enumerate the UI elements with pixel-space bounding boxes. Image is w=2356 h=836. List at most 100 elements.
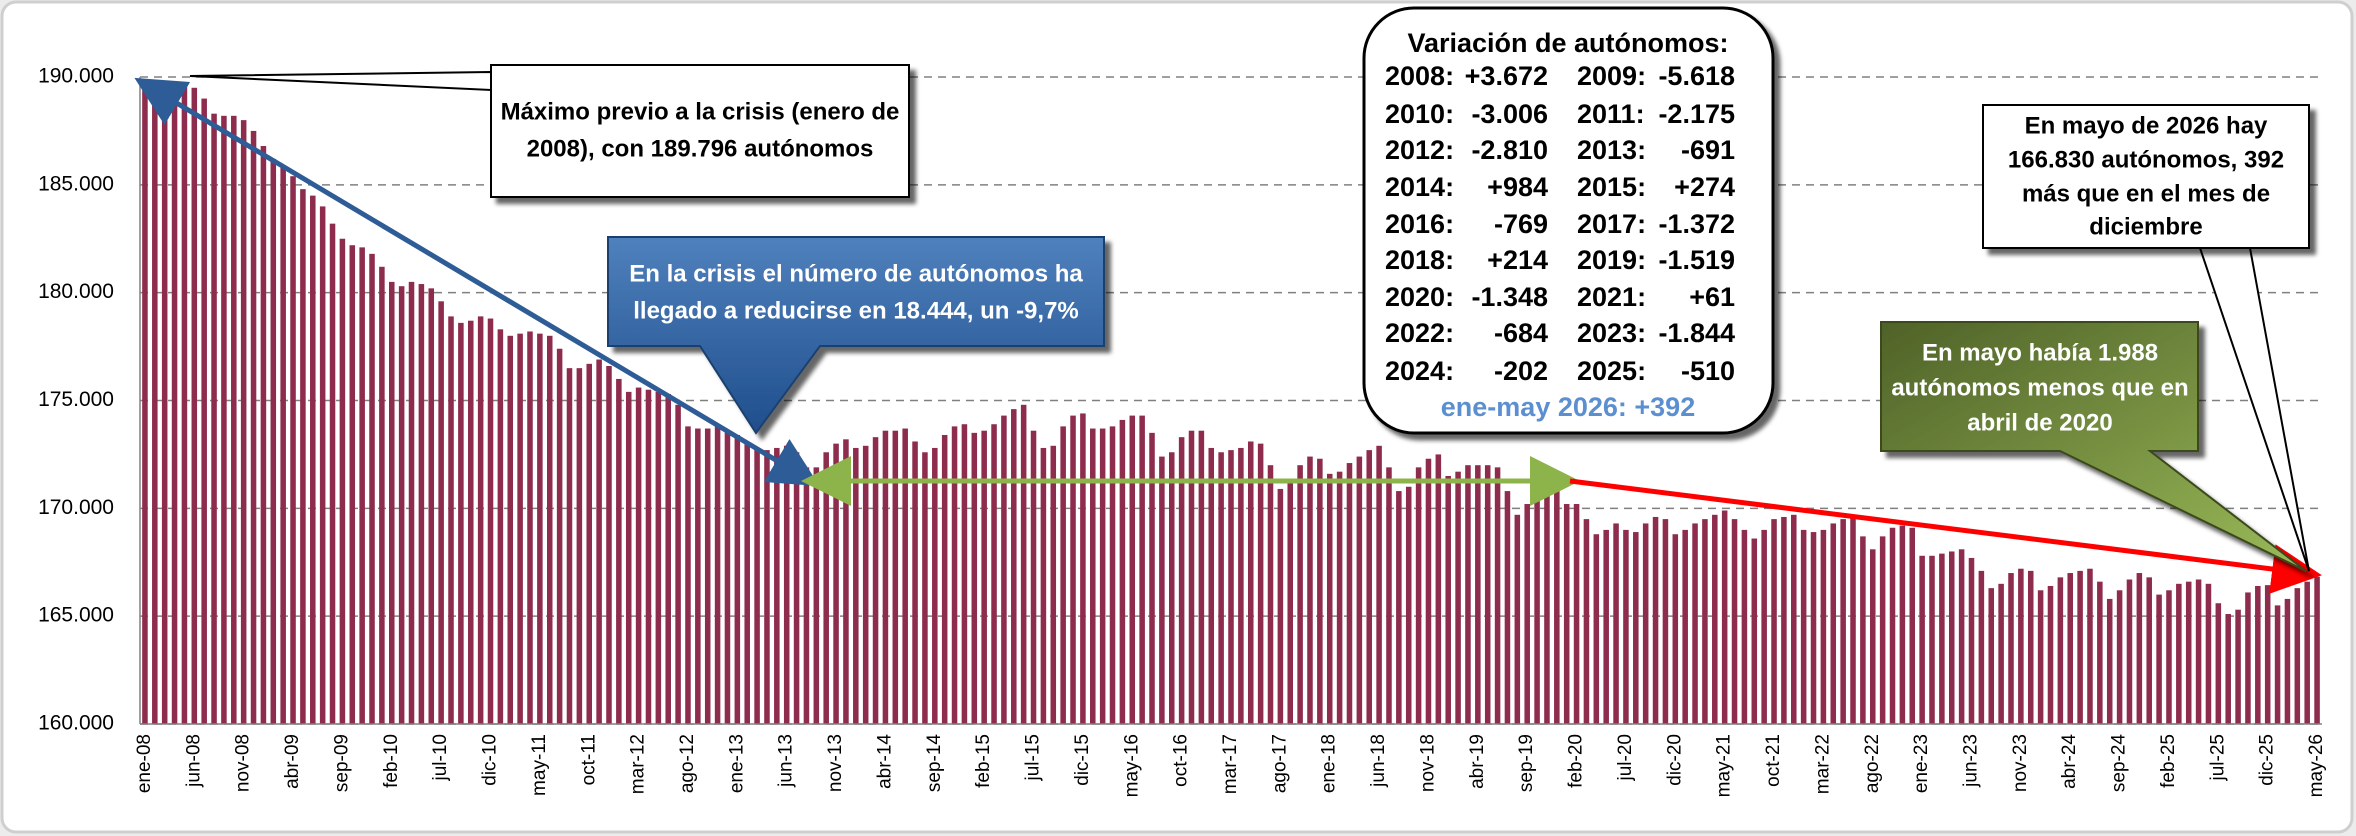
- x-tick-label: dic-15: [1072, 734, 1093, 786]
- bar: [803, 467, 810, 724]
- bar: [1899, 525, 1906, 724]
- bar: [2185, 581, 2192, 724]
- x-tick-label: nov-23: [2010, 734, 2031, 792]
- bar: [546, 335, 553, 724]
- bar: [1791, 514, 1797, 724]
- bar: [1396, 491, 1402, 724]
- bar: [1751, 538, 1758, 724]
- variation-value: +61: [1689, 282, 1735, 312]
- bar: [329, 223, 336, 725]
- bar: [2245, 592, 2251, 724]
- bar: [902, 428, 908, 724]
- bar: [448, 316, 454, 724]
- bar: [2087, 568, 2093, 724]
- bar: [280, 167, 286, 724]
- variation-year: 2009:: [1577, 61, 1646, 91]
- y-tick-label: 185.000: [38, 172, 114, 195]
- bar: [1889, 527, 1896, 724]
- x-tick-label: jun-13: [776, 734, 797, 788]
- bar: [2205, 583, 2212, 724]
- bar: [754, 447, 760, 724]
- bar: [1267, 465, 1274, 724]
- callout-text: 2008), con 189.796 autónomos: [527, 135, 874, 162]
- bar: [1633, 532, 1639, 724]
- annotations: Máximo previo a la crisis (enero de 2008…: [134, 6, 2322, 594]
- bar: [240, 120, 247, 725]
- bar: [2106, 598, 2113, 724]
- variation-year: 2008:: [1385, 61, 1454, 91]
- bar: [1712, 514, 1718, 724]
- bar: [1583, 519, 1590, 724]
- bar: [2176, 583, 2182, 724]
- bar: [2057, 577, 2064, 724]
- bar: [1475, 465, 1481, 724]
- bar: [1287, 482, 1294, 724]
- bar: [1090, 428, 1096, 724]
- variation-year: 2021:: [1577, 282, 1646, 312]
- bar: [1070, 415, 1076, 724]
- bar: [1376, 445, 1382, 724]
- x-tick-label: sep-14: [924, 734, 945, 793]
- variation-value: +984: [1487, 172, 1548, 202]
- x-tick-label: sep-24: [2109, 734, 2130, 793]
- y-tick-label: 170.000: [38, 496, 114, 519]
- variation-value: -1.348: [1471, 282, 1548, 312]
- x-tick-label: ago-17: [1269, 734, 1290, 793]
- bar: [2067, 573, 2073, 724]
- bar: [1139, 415, 1145, 724]
- variation-value: -769: [1494, 209, 1548, 239]
- bar: [260, 146, 267, 725]
- bar: [171, 83, 178, 725]
- bar: [2156, 594, 2162, 724]
- bar: [2294, 588, 2301, 724]
- x-tick-label: ene-13: [726, 734, 747, 793]
- bar: [250, 130, 257, 724]
- bar: [497, 329, 504, 724]
- bar: [1593, 534, 1600, 724]
- x-tick-label: jun-18: [1368, 734, 1389, 788]
- bar: [319, 206, 326, 724]
- bar: [576, 368, 583, 724]
- bar: [1060, 426, 1066, 724]
- bar: [635, 387, 642, 724]
- x-tick-label: feb-25: [2158, 734, 2179, 788]
- bar: [2027, 570, 2034, 724]
- bar: [1247, 441, 1254, 724]
- bar: [1544, 486, 1550, 724]
- bar: [1168, 452, 1175, 724]
- bar: [951, 426, 958, 724]
- bar: [1356, 456, 1363, 724]
- bar: [428, 288, 435, 724]
- bar: [2304, 581, 2310, 724]
- bar: [1840, 519, 1846, 724]
- bar: [566, 368, 573, 724]
- bar: [1188, 430, 1195, 724]
- bar: [142, 81, 148, 724]
- x-tick-label: jul-10: [430, 734, 451, 781]
- bar: [1297, 465, 1303, 724]
- bar: [1968, 557, 1975, 724]
- bar: [517, 333, 523, 724]
- x-tick-label: may-26: [2306, 734, 2327, 797]
- bar: [1425, 458, 1432, 724]
- bar: [1178, 437, 1185, 724]
- bar: [813, 467, 820, 724]
- y-tick-label: 175.000: [38, 388, 114, 411]
- bar: [2116, 590, 2123, 724]
- bar: [2077, 570, 2083, 724]
- y-tick-label: 180.000: [38, 280, 114, 303]
- bar: [882, 430, 889, 724]
- bar: [922, 452, 928, 724]
- bar: [606, 365, 612, 724]
- bar: [1484, 465, 1491, 724]
- bar: [201, 98, 207, 725]
- bar: [1929, 555, 1935, 724]
- bar: [270, 158, 277, 724]
- variation-year: 2011:: [1577, 99, 1645, 129]
- bar: [764, 450, 770, 724]
- bar: [616, 378, 622, 724]
- bar: [961, 424, 968, 724]
- bar: [2008, 573, 2014, 724]
- callout-text: Máximo previo a la crisis (enero de: [501, 98, 900, 125]
- variation-year: 2025:: [1577, 356, 1646, 386]
